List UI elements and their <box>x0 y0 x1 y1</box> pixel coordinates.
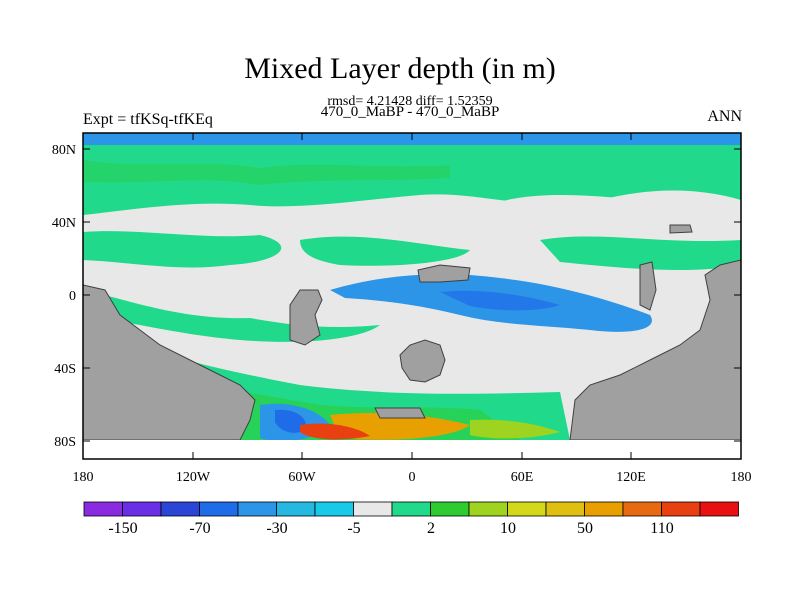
lon-tick-label: 180 <box>73 470 94 485</box>
colorbar-swatch <box>507 501 547 517</box>
mid-band-west <box>83 231 282 268</box>
stats-line: rmsd= 4.21428 diff= 1.52359 <box>327 94 493 109</box>
colorbar-labels: -150 -70 -30 -5 2 10 50 110 <box>108 520 673 537</box>
plot-title: Mixed Layer depth (in m) <box>244 52 556 85</box>
lat-tick-label: 80S <box>54 435 76 450</box>
colorbar-swatch <box>391 501 431 517</box>
lat-tick-label: 40S <box>54 362 76 377</box>
colorbar-label: 2 <box>427 520 435 537</box>
lon-axis: 180 120W 60W 0 60E 120E 180 <box>73 133 752 485</box>
colorbar-swatch <box>545 501 585 517</box>
island-2 <box>399 339 446 383</box>
colorbar-swatch <box>314 501 354 517</box>
east-continent <box>569 259 741 441</box>
colorbar-swatch <box>276 501 316 517</box>
colorbar-label: -5 <box>347 520 360 537</box>
lon-tick-label: 120W <box>176 470 211 485</box>
colorbar-swatch <box>468 501 508 517</box>
lon-tick-label: 0 <box>409 470 416 485</box>
colorbar-swatch <box>160 501 200 517</box>
north-pacific-neutral <box>490 195 658 237</box>
north-band-dark <box>83 160 450 185</box>
colorbar-swatch <box>122 501 162 517</box>
colorbar-swatch <box>584 501 624 517</box>
season-label: ANN <box>707 108 742 125</box>
lat-axis: 80N 40N 0 40S 80S <box>52 143 741 450</box>
southern-red <box>300 423 370 440</box>
lon-tick-label: 180 <box>731 470 752 485</box>
colorbar-label: -70 <box>189 520 210 537</box>
island-4 <box>639 261 657 311</box>
mid-band-east <box>540 236 741 271</box>
mid-band-center <box>300 236 470 266</box>
map-field <box>83 133 741 459</box>
experiment-label: Expt = tfKSq-tfKEq <box>83 111 213 128</box>
southern-yellow-green <box>470 419 560 439</box>
lon-tick-label: 120E <box>616 470 646 485</box>
island-6 <box>374 407 426 419</box>
colorbar-swatch <box>622 501 662 517</box>
lon-tick-label: 60W <box>288 470 316 485</box>
colorbar-label: 50 <box>577 520 593 537</box>
subtitle: 470_0_MaBP - 470_0_MaBP <box>320 104 500 120</box>
lat-tick-label: 40N <box>52 216 76 231</box>
island-3 <box>417 264 471 283</box>
colorbar-swatch <box>699 501 739 517</box>
lat-tick-label: 0 <box>69 289 76 304</box>
below-map <box>83 440 741 459</box>
colorbar-label: 10 <box>500 520 516 537</box>
colorbar-swatch <box>83 501 123 517</box>
colorbar-swatch <box>661 501 701 517</box>
colorbar-swatch <box>199 501 239 517</box>
island-5 <box>669 224 693 234</box>
colorbar-label: -30 <box>266 520 287 537</box>
southern-deep-blue <box>275 409 306 433</box>
equatorial-deep-blue <box>440 290 560 311</box>
colorbar-swatch <box>237 501 277 517</box>
lon-tick-label: 60E <box>511 470 534 485</box>
colorbar-label: -150 <box>108 520 137 537</box>
colorbar-swatch <box>353 501 393 517</box>
colorbar <box>83 501 739 517</box>
lat-tick-label: 80N <box>52 143 76 158</box>
colorbar-label: 110 <box>650 520 673 537</box>
colorbar-swatch <box>430 501 470 517</box>
island-1 <box>289 289 323 346</box>
